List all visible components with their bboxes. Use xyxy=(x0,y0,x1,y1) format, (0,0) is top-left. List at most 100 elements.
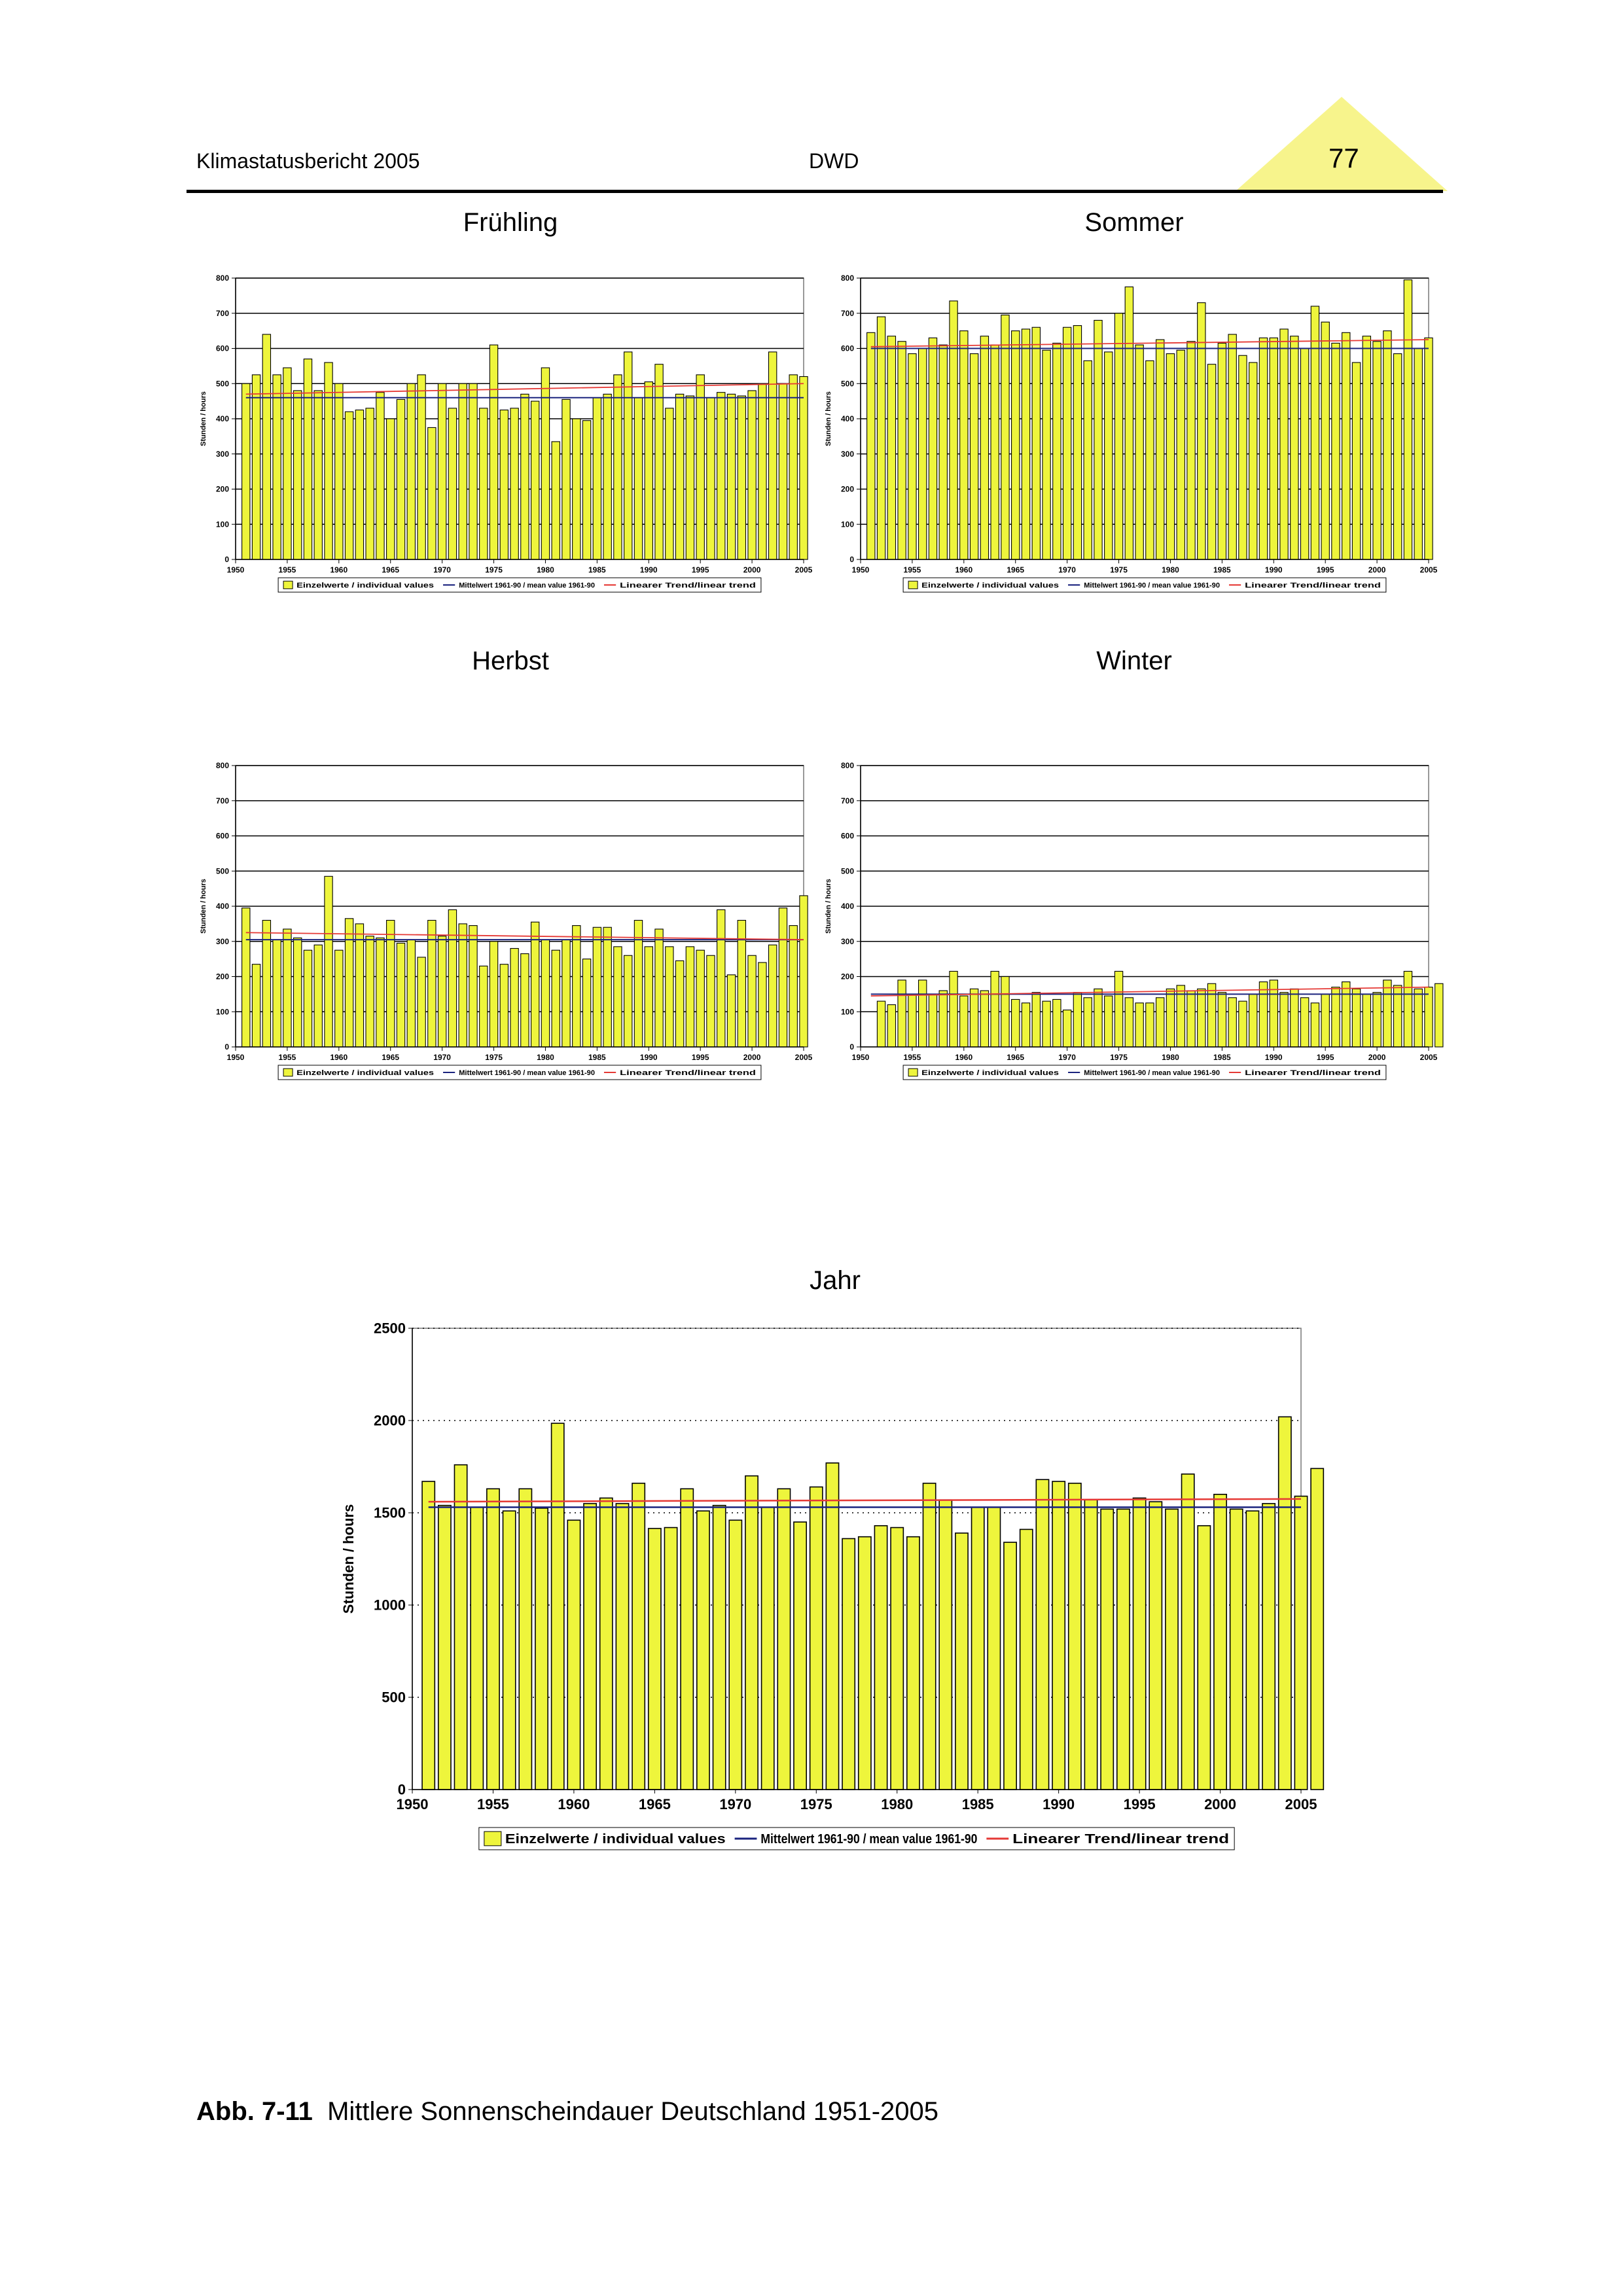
y-tick-label: 300 xyxy=(841,450,854,459)
bar xyxy=(949,300,958,560)
header-rule xyxy=(187,190,1443,193)
y-tick-label: 2500 xyxy=(374,1320,406,1337)
y-tick-label: 500 xyxy=(382,1689,406,1706)
bar xyxy=(518,1488,533,1790)
bar xyxy=(1001,976,1010,1048)
bar xyxy=(1294,1495,1308,1790)
y-tick-label: 600 xyxy=(216,832,229,841)
bar xyxy=(1383,330,1392,560)
x-tick-label: 1980 xyxy=(881,1796,913,1812)
y-tick-label: 600 xyxy=(841,832,854,841)
legend-box xyxy=(902,577,1387,593)
bar xyxy=(334,949,344,1048)
bar xyxy=(1217,992,1227,1048)
bar xyxy=(567,1519,581,1790)
legend-label-bars: Einzelwerte / individual values xyxy=(296,582,434,590)
x-tick-label: 1955 xyxy=(279,565,296,574)
bar xyxy=(789,374,798,560)
bar xyxy=(665,408,674,560)
bar xyxy=(1197,1525,1211,1790)
bar xyxy=(1362,993,1372,1048)
bar xyxy=(1262,1503,1276,1790)
bar xyxy=(980,336,990,560)
bar xyxy=(1042,1000,1051,1048)
legend-swatch-bar xyxy=(908,580,918,590)
bar xyxy=(809,1486,823,1790)
bar xyxy=(908,353,917,560)
bar xyxy=(1229,1508,1243,1790)
bar xyxy=(726,974,736,1048)
bar xyxy=(551,949,560,1048)
y-tick-label: 300 xyxy=(841,937,854,946)
x-tick-label: 1995 xyxy=(1124,1796,1156,1812)
bar xyxy=(908,993,917,1048)
x-tick-label: 1965 xyxy=(1007,1053,1024,1062)
bar xyxy=(1011,998,1020,1048)
x-tick-label: 1985 xyxy=(588,565,606,574)
bar xyxy=(486,1488,500,1790)
bar xyxy=(928,993,938,1048)
bar xyxy=(793,1521,808,1790)
bar xyxy=(510,408,519,560)
bar xyxy=(406,383,416,560)
bar xyxy=(272,939,281,1048)
bar xyxy=(874,1525,888,1790)
bar xyxy=(448,909,457,1048)
bar xyxy=(1290,988,1299,1048)
bar xyxy=(1104,351,1113,560)
y-tick-label: 100 xyxy=(216,1007,229,1016)
bar xyxy=(1052,1481,1066,1790)
y-tick-label: 800 xyxy=(841,761,854,770)
x-tick-label: 1955 xyxy=(904,565,921,574)
bar xyxy=(1104,995,1113,1048)
bar xyxy=(890,1527,904,1790)
bar xyxy=(1100,1508,1115,1790)
bar xyxy=(272,374,281,560)
y-tick-label: 100 xyxy=(841,520,854,529)
bar xyxy=(283,928,292,1048)
x-tick-label: 1985 xyxy=(962,1796,994,1812)
bar xyxy=(728,1519,743,1790)
y-axis-label: Stunden / hours xyxy=(200,879,207,934)
bar xyxy=(1031,327,1041,560)
bar xyxy=(1067,1483,1082,1790)
bar xyxy=(777,1488,791,1790)
bar xyxy=(1094,988,1103,1048)
bar xyxy=(1372,341,1382,560)
bar xyxy=(572,925,581,1048)
bar xyxy=(1362,336,1372,560)
bar xyxy=(654,364,664,560)
bar xyxy=(696,1510,710,1790)
bar xyxy=(1084,1499,1098,1790)
bar xyxy=(768,351,777,560)
y-tick-label: 500 xyxy=(216,379,229,388)
chart-year: 0 500 1000 1500 2000 2500 1950 1955 1960 1965 1970… xyxy=(340,1320,1325,1850)
bar xyxy=(1249,993,1258,1048)
bar xyxy=(1238,355,1247,560)
bar xyxy=(437,383,447,560)
legend-box xyxy=(277,577,762,593)
bar xyxy=(1114,313,1124,560)
bar xyxy=(613,374,622,560)
bar xyxy=(712,1504,726,1790)
bar xyxy=(799,895,808,1048)
bar xyxy=(1351,988,1361,1048)
chart-autumn: 0 100 200 300 400 500 600 700 800 1950 1955 1960 196… xyxy=(200,761,813,1080)
bar xyxy=(1083,997,1092,1048)
bar xyxy=(1116,1508,1130,1790)
bar xyxy=(303,359,313,560)
bar xyxy=(376,937,385,1048)
y-tick-label: 800 xyxy=(216,761,229,770)
bar xyxy=(1176,349,1185,560)
y-tick-label: 100 xyxy=(216,520,229,529)
y-tick-label: 200 xyxy=(841,485,854,494)
bar xyxy=(758,383,767,560)
bar xyxy=(417,957,426,1048)
bar xyxy=(706,955,715,1048)
x-tick-label: 1975 xyxy=(485,565,503,574)
y-tick-label: 300 xyxy=(216,937,229,946)
bar xyxy=(825,1462,840,1790)
x-tick-label: 1995 xyxy=(692,565,709,574)
bar xyxy=(1403,970,1413,1048)
bar xyxy=(489,941,499,1048)
